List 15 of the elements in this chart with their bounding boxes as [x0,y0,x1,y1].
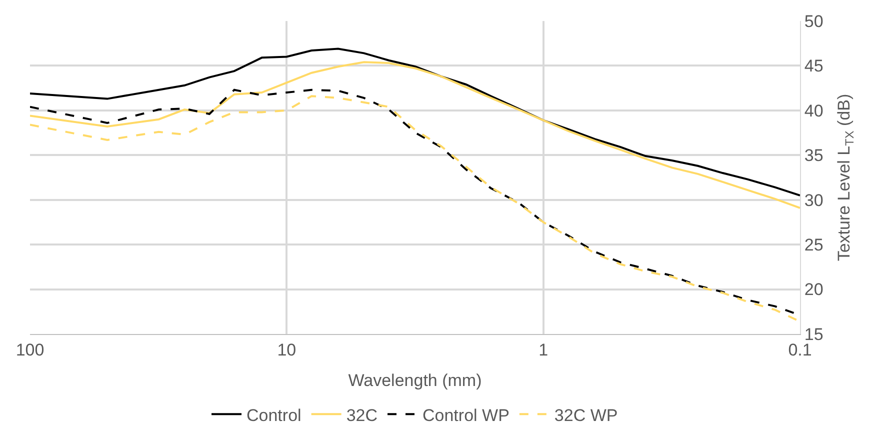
y-tick-label: 50 [804,12,824,31]
y-tick-label: 30 [804,190,824,210]
y-tick-label: 40 [804,101,824,120]
x-tick-label: 100 [16,340,44,360]
legend-label: Control WP [422,406,510,425]
y-tick-label: 45 [804,56,824,76]
y-tick-label: 25 [804,236,824,255]
x-axis-title: Wavelength (mm) [348,370,482,390]
legend-label: Control [246,406,302,425]
legend-label: 32C WP [554,406,618,425]
y-tick-label: 35 [804,146,824,166]
legend-label: 32C [346,406,378,425]
x-tick-label: 10 [277,340,296,360]
x-tick-label: 1 [538,340,548,360]
y-tick-label: 20 [804,280,824,300]
